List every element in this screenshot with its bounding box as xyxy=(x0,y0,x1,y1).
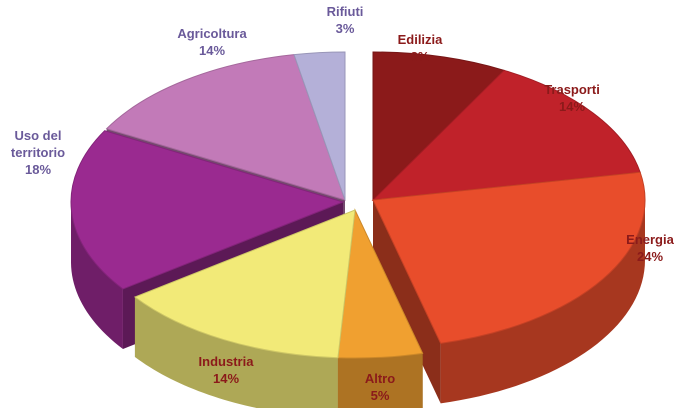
slice-label-uso-del-territorio: Uso del territorio 18% xyxy=(11,128,65,177)
pie-slice-edilizia xyxy=(372,51,505,202)
slice-label-altro: Altro 5% xyxy=(365,371,395,403)
pie-outer-wall xyxy=(71,202,123,349)
slice-label-agricoltura: Agricoltura 14% xyxy=(177,26,247,58)
pie-labels: Edilizia 8% Trasporti 14% Energia 24% Altro 5% I… xyxy=(11,4,675,403)
pie-slices xyxy=(70,51,646,359)
pie-slice-industria xyxy=(133,209,356,359)
pie-outer-wall xyxy=(134,296,338,408)
pie-slice-trasporti xyxy=(371,69,641,201)
pie-slice-rifiuti xyxy=(293,51,346,201)
slice-label-trasporti: Trasporti 14% xyxy=(544,82,600,114)
slice-label-rifiuti: Rifiuti 3% xyxy=(327,4,364,36)
pie-slice-energia xyxy=(372,171,646,344)
slice-label-edilizia: Edilizia 8% xyxy=(398,32,444,64)
pie-outer-wall xyxy=(440,200,645,404)
slice-label-industria: Industria 14% xyxy=(199,354,255,386)
pie-slice-agricoltura xyxy=(105,54,346,201)
pie-cut-face xyxy=(373,200,441,404)
pie-slice-uso-del-territorio xyxy=(70,130,345,290)
slice-label-energia: Energia 24% xyxy=(626,232,674,264)
pie-outer-wall xyxy=(337,353,423,408)
